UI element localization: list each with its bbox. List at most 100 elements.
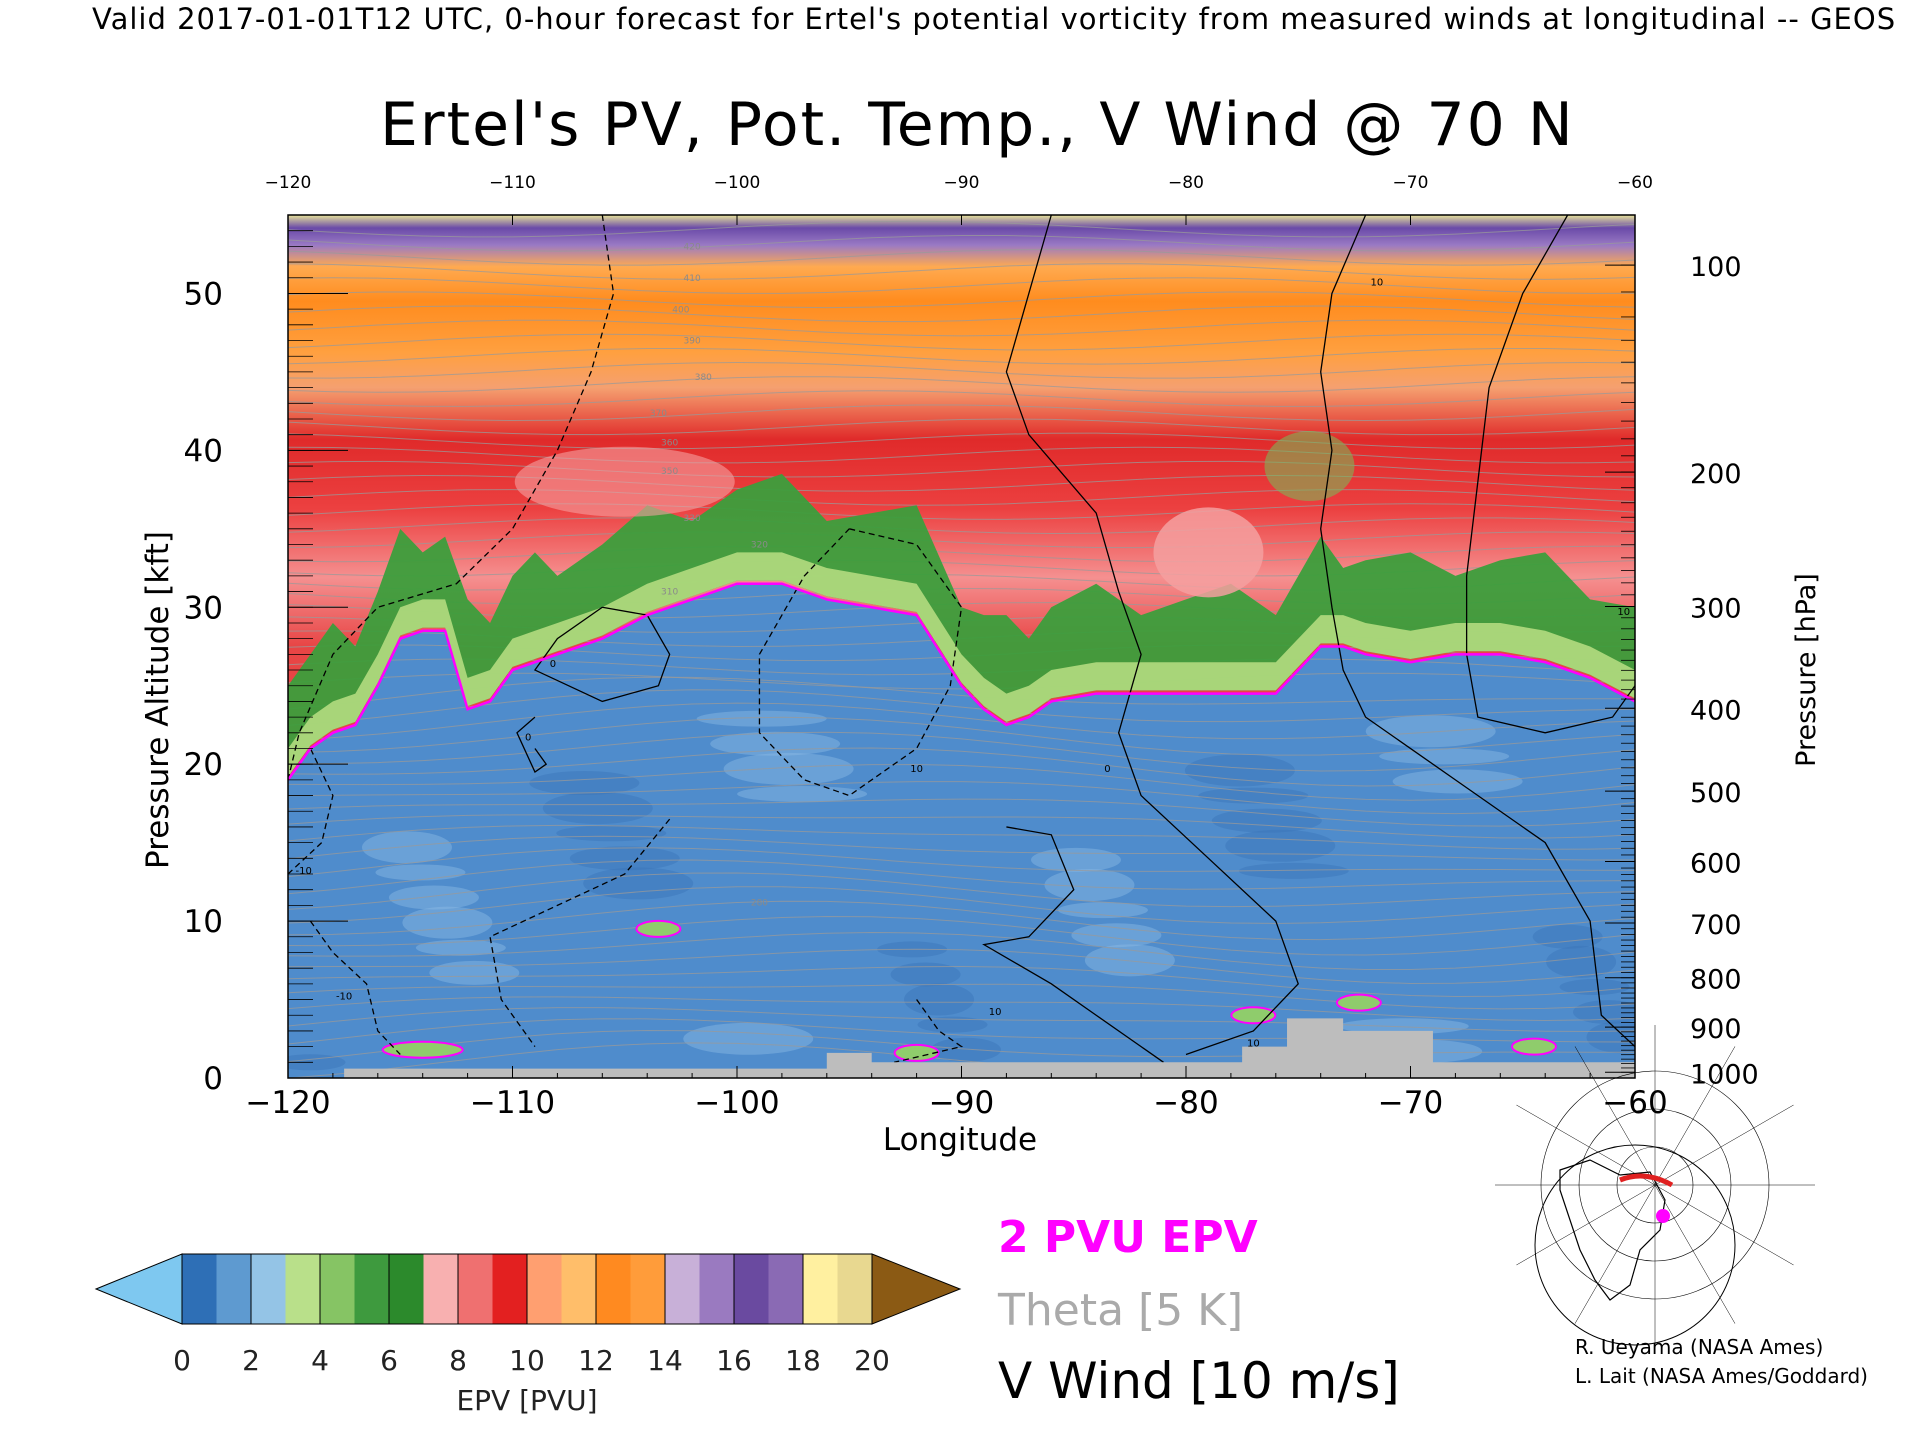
theta-contour (288, 1007, 1635, 1032)
theta-contour (288, 517, 1635, 535)
pv-texture-patch (1057, 902, 1148, 919)
pressure-tick-label: 300 (1690, 593, 1742, 624)
y-axis-label: Pressure Altitude [kft] (140, 531, 176, 869)
x-tick-label: −90 (929, 1085, 994, 1121)
inset-globe (1534, 1144, 1736, 1346)
x-tick-label: −70 (1378, 1085, 1443, 1121)
theta-contour (288, 702, 1635, 741)
colorbar-swatch (182, 1254, 217, 1324)
theta-contour (288, 263, 1635, 280)
pv-texture-patch (1225, 829, 1336, 862)
theta-contour (288, 966, 1635, 998)
colorbar-tick-label: 12 (578, 1344, 614, 1377)
theta-contour (288, 376, 1635, 393)
pressure-tick-label: 800 (1690, 965, 1742, 996)
theta-contour (288, 689, 1635, 726)
inset-section-track (1619, 1173, 1674, 1188)
pv-texture-patch (1338, 1018, 1469, 1035)
y-tick-label: 10 (184, 904, 223, 940)
colorbar-swatch (665, 1254, 700, 1324)
pv-surface-blob (635, 919, 682, 938)
x-tick-label: −100 (694, 1085, 779, 1121)
x-axis-label: Longitude (883, 1122, 1037, 1158)
theta-contour (288, 948, 1635, 984)
pv-surface-blob (381, 1040, 464, 1059)
inset-meridian (1654, 1104, 1794, 1186)
colorbar-swatch (596, 1254, 631, 1324)
pv-surface-blob (893, 1043, 940, 1062)
x-tick-label: −60 (1602, 1085, 1667, 1121)
legend-item: 2 PVU EPV (998, 1212, 1258, 1263)
pv-texture-patch (583, 867, 694, 900)
inset-meridian (1574, 1184, 1656, 1324)
pressure-tick-label: 400 (1690, 695, 1742, 726)
colorbar-tick-label: 0 (173, 1344, 191, 1377)
colorbar-tick-label: 16 (716, 1344, 752, 1377)
theta-contour (288, 531, 1635, 549)
x-top-tick-label: −100 (714, 173, 761, 193)
theta-contour (288, 361, 1635, 379)
v-wind-contour (982, 826, 1164, 1063)
v-wind-label: 0 (1104, 764, 1110, 775)
terrain-mask (344, 1018, 1635, 1078)
theta-label: 320 (751, 541, 768, 551)
v-wind-contour (894, 999, 964, 1063)
colorbar-label: EPV [PVU] (456, 1384, 597, 1417)
theta-label: 370 (650, 409, 667, 419)
v-wind-contour (288, 215, 615, 781)
v-wind-contour (1465, 215, 1635, 734)
theta-contour (288, 390, 1635, 407)
x-top-tick-label: −90 (944, 173, 980, 193)
theta-contour (288, 731, 1635, 772)
theta-contour (288, 900, 1635, 941)
colorbar-swatch (837, 1254, 873, 1324)
theta-contour (288, 319, 1635, 337)
pressure-tick-label: 100 (1690, 252, 1742, 283)
pv-texture-patch (1559, 978, 1630, 995)
pv-lightgreen-band (288, 552, 1635, 777)
theta-label: 360 (661, 439, 678, 449)
theta-contour (288, 764, 1635, 801)
theta-label: 400 (672, 305, 689, 315)
pv-texture-patch (1573, 1000, 1635, 1025)
inset-meridian (1654, 1184, 1736, 1324)
v-wind-contour (309, 920, 401, 1055)
pv-texture-patch (696, 710, 827, 727)
theta-label: 380 (695, 373, 712, 383)
theta-contour (288, 798, 1635, 827)
pv-texture-patch (1030, 847, 1121, 872)
colorbar-tick-label: 4 (311, 1344, 329, 1377)
pv-texture-patch (1044, 869, 1135, 902)
pv-green-patch (1264, 431, 1355, 502)
theta-contour (288, 676, 1635, 710)
theta-contour (288, 418, 1635, 436)
legend-item: V Wind [10 m/s] (998, 1352, 1400, 1410)
pv-texture-patch (1238, 862, 1349, 879)
pv-surface-blob (1510, 1037, 1557, 1056)
pv-texture-patch (917, 1016, 988, 1033)
pv-texture-patch (723, 752, 854, 785)
theta-contour (288, 347, 1635, 365)
theta-label: 310 (661, 588, 678, 598)
pv-texture-patch (569, 846, 680, 871)
theta-contour (288, 983, 1635, 1010)
colorbar-swatch (320, 1254, 355, 1324)
theta-contour (288, 446, 1635, 464)
theta-contour (288, 931, 1635, 971)
v-wind-label: 10 (989, 1007, 1002, 1018)
credit-line-1: R. Ueyama (NASA Ames) (1575, 1335, 1824, 1359)
colorbar-tick-label: 10 (509, 1344, 545, 1377)
colorbar-swatch (768, 1254, 804, 1324)
pressure-axis-label: Pressure [hPa] (1791, 573, 1822, 767)
pv-texture-patch (904, 983, 975, 1016)
x-tick-label: −110 (470, 1085, 555, 1121)
colorbar-tick-label: 8 (449, 1344, 467, 1377)
theta-contour (288, 432, 1635, 450)
y-tick-label: 40 (184, 433, 223, 469)
colorbar-swatch (803, 1254, 838, 1324)
theta-contour (288, 716, 1635, 756)
theta-contour (288, 489, 1635, 506)
colorbar-tick-label: 6 (380, 1344, 398, 1377)
theta-label: 420 (684, 243, 701, 253)
